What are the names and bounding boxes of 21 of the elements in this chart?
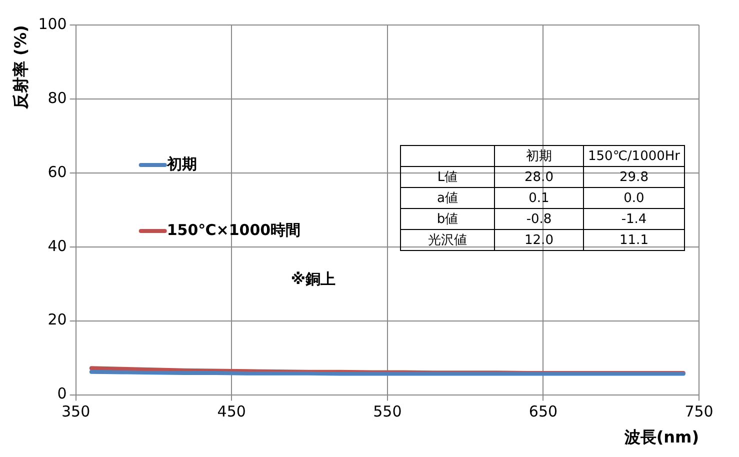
legend-label: 初期 [166,154,197,173]
y-tick-label: 20 [48,310,67,329]
y-axis-title: 反射率 (%) [10,25,30,110]
text: 初期 150℃/1000Hr [526,148,680,164]
x-tick-label: 650 [528,402,558,421]
text: 光沢値 12.0 11.1 [428,232,648,248]
x-tick-label: 750 [684,402,714,421]
text: L値 28.0 29.8 [437,170,648,185]
x-tick-label: 550 [373,402,402,421]
x-axis-title: 波長(nm) [623,428,699,447]
annotation: ※銅上 [290,270,336,288]
y-tick-label: 60 [48,162,67,181]
y-tick-label: 100 [38,14,67,33]
y-tick-label: 40 [48,236,67,255]
text: b値 -0.8 -1.4 [436,212,647,227]
legend-label: 150℃×1000時間 [166,220,301,239]
x-tick-label: 350 [62,402,90,421]
y-tick-label: 0 [57,384,67,403]
text: a値 0.1 0.0 [437,190,644,206]
y-tick-label: 80 [48,88,67,107]
x-tick-label: 450 [217,402,246,421]
